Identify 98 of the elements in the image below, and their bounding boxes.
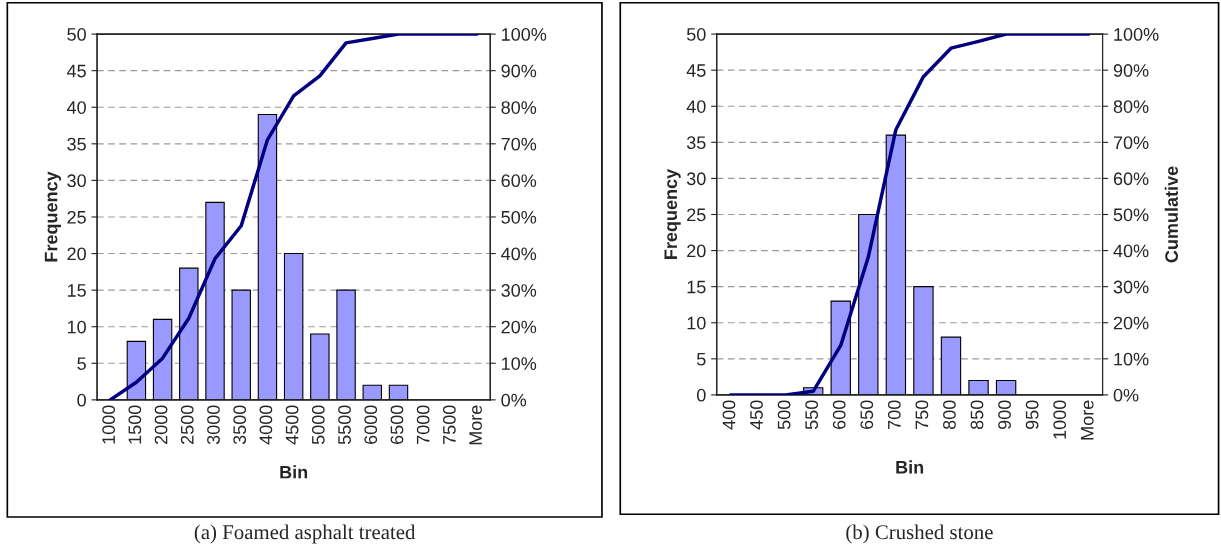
x-tick-label: 5500 (338, 405, 351, 445)
y-tick-label: 45 (686, 64, 706, 77)
x-tick-label: 6000 (364, 405, 378, 444)
x-tick-label: 800 (943, 400, 956, 430)
bar (858, 213, 879, 395)
bar (257, 114, 278, 400)
y-tick-label: 20 (67, 247, 86, 261)
bar (885, 134, 907, 395)
line-series (108, 34, 479, 400)
y2-tick-label: 40% (501, 247, 537, 261)
x-tick-label: 7000 (416, 405, 430, 444)
y-tick-label: 35 (67, 137, 86, 151)
bar (913, 286, 934, 395)
x-tick-label: 1500 (128, 405, 142, 444)
y-tick-label: 10 (687, 316, 706, 330)
x-tick-label: 700 (887, 400, 901, 429)
y-axis-title: Frequency (664, 168, 681, 259)
y-tick-label: 15 (67, 284, 86, 297)
y-tick-label: 10 (67, 320, 86, 334)
y2-tick-label: 10% (1114, 352, 1149, 366)
x-tick-label: 4500 (285, 405, 299, 445)
y-tick-label: 50 (686, 28, 706, 41)
y-tick-label: 5 (77, 357, 86, 370)
y2-tick-label: 70% (501, 137, 537, 151)
y2-tick-label: 20% (1113, 316, 1149, 330)
bar (152, 318, 173, 400)
y2-tick-label: 0% (501, 393, 527, 407)
bar (179, 267, 199, 400)
y2-tick-label: 20% (501, 320, 537, 334)
y-tick-label: 30 (67, 174, 86, 188)
x-tick-label: 550 (805, 400, 819, 430)
bar (231, 289, 251, 400)
x-tick-label: 7500 (442, 405, 456, 444)
x-tick-label: 4000 (259, 405, 273, 445)
x-tick-label: 400 (722, 400, 736, 430)
bar (968, 379, 989, 395)
x-axis-title: Bin (280, 465, 308, 479)
x-tick-label: 650 (860, 400, 874, 429)
y-tick-label: 30 (686, 172, 706, 186)
y2-tick-label: 30% (1113, 280, 1149, 294)
x-tick-label: 950 (1025, 400, 1039, 430)
y2-tick-label: 50% (1113, 208, 1149, 222)
y-tick-label: 0 (77, 393, 86, 407)
y2-tick-label: 60% (501, 174, 537, 188)
y2-tick-label: 80% (501, 101, 537, 114)
x-tick-label: More (469, 405, 482, 445)
text: (a) Foamed asphalt treated (194, 524, 416, 544)
x-tick-label: 850 (970, 400, 984, 430)
text: (b) Crushed stone (846, 524, 993, 544)
y2-tick-label: 90% (1113, 64, 1149, 77)
y2-tick-label: 40% (1113, 244, 1149, 258)
y2-tick-label: 50% (501, 210, 537, 224)
y2-tick-label: 80% (1113, 100, 1149, 113)
y-axis-title: Frequency (44, 171, 62, 262)
y-tick-label: 40 (66, 101, 86, 114)
x-tick-label: 500 (777, 400, 791, 430)
x-tick-label: 1000 (102, 405, 116, 444)
x-tick-label: 450 (750, 400, 763, 430)
x-tick-label: 6500 (390, 405, 404, 444)
line-series (728, 34, 1091, 395)
bar (995, 379, 1017, 395)
y2-tick-label: 60% (1113, 172, 1149, 186)
bar (283, 252, 304, 400)
y-tick-label: 45 (66, 64, 86, 78)
y-tick-label: 5 (696, 352, 706, 366)
x-tick-label: 750 (915, 400, 929, 429)
x-axis-title: Bin (896, 460, 924, 474)
y-tick-label: 20 (687, 244, 706, 258)
x-tick-label: 600 (832, 400, 846, 429)
y-tick-label: 35 (686, 136, 706, 150)
y2-tick-label: 100% (502, 28, 547, 41)
x-tick-label: 2000 (154, 405, 168, 444)
x-tick-label: 3500 (233, 405, 247, 445)
y-tick-label: 25 (67, 210, 86, 224)
bar (362, 384, 383, 400)
y2-tick-label: 0% (1113, 388, 1139, 402)
y-tick-label: 25 (687, 208, 706, 222)
y2-axis-title: Cumulative (1164, 166, 1178, 263)
bar (940, 336, 962, 395)
y-tick-label: 15 (687, 280, 706, 294)
y-tick-label: 50 (67, 28, 86, 41)
y2-tick-label: 10% (502, 357, 537, 370)
x-tick-label: 2500 (180, 405, 194, 444)
y2-tick-label: 30% (501, 284, 537, 297)
y-tick-label: 40 (686, 100, 706, 113)
bar (388, 384, 409, 400)
y2-tick-label: 100% (1114, 28, 1159, 41)
bar (336, 289, 356, 400)
x-tick-label: 5000 (311, 405, 325, 445)
x-tick-label: 900 (998, 400, 1011, 430)
x-tick-label: 1000 (1053, 400, 1067, 439)
bar (310, 333, 330, 400)
x-tick-label: 3000 (207, 405, 220, 445)
x-tick-label: More (1081, 400, 1094, 440)
y2-tick-label: 90% (501, 64, 537, 78)
y-tick-label: 0 (696, 388, 706, 402)
y2-tick-label: 70% (1113, 136, 1149, 150)
bar (205, 201, 225, 400)
